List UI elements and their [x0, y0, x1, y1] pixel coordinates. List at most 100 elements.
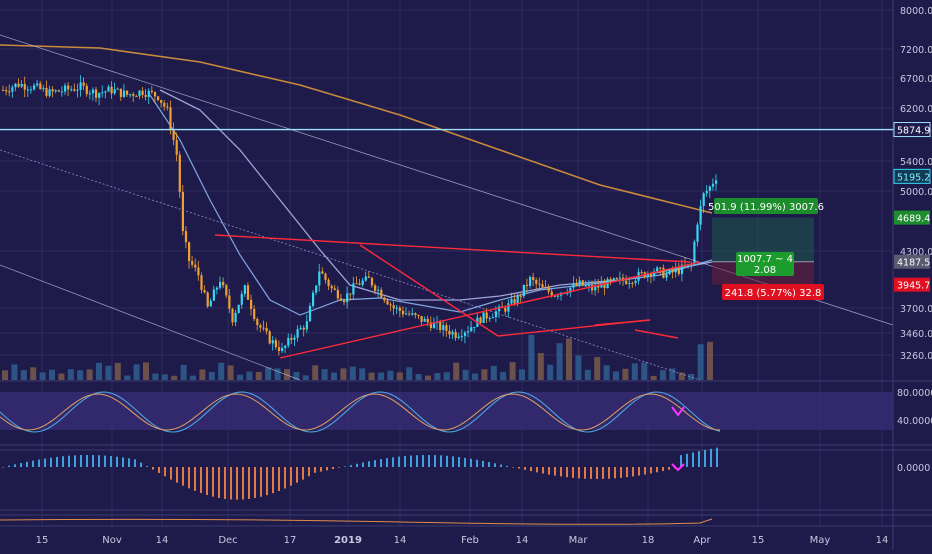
candle-body [429, 322, 432, 329]
candle-body [510, 299, 513, 304]
candle-body [20, 84, 23, 87]
candle-body [178, 154, 181, 192]
candle-body [163, 102, 166, 107]
candle-body [535, 279, 538, 284]
macd-bar [710, 448, 712, 467]
volume-layer [2, 334, 713, 380]
macd-bar [476, 459, 478, 467]
candle-body [575, 283, 578, 286]
candle-body [408, 313, 411, 315]
volume-bar [86, 369, 93, 380]
candle-body [656, 267, 659, 272]
candle-body [243, 285, 246, 294]
macd-bar [662, 467, 664, 472]
candle-body [157, 96, 160, 101]
macd-bar [494, 463, 496, 467]
macd-bar [398, 456, 400, 467]
macd-bar [326, 467, 328, 471]
volume-bar [519, 369, 525, 380]
macd-bar [716, 447, 718, 467]
macd-bar [236, 467, 238, 500]
target-label-box[interactable] [714, 198, 818, 214]
candle-body [646, 273, 649, 278]
stoch-k-line [0, 391, 721, 433]
trend-line-lower [0, 264, 301, 381]
volume-bar [11, 364, 18, 380]
volume-bar [434, 373, 441, 380]
time-tick-label: May [810, 535, 831, 546]
candle-body [33, 85, 36, 90]
macd-bar [452, 456, 454, 467]
macd-bar [626, 467, 628, 478]
macd-bar [590, 467, 592, 479]
volume-bar [331, 372, 337, 380]
macd-bar [26, 461, 28, 467]
candle-body [432, 323, 436, 329]
ratio-label-box[interactable] [736, 252, 794, 276]
volume-bar [415, 374, 422, 380]
candle-body [184, 231, 188, 243]
osc-band [0, 392, 893, 430]
macd-bar [404, 455, 406, 467]
macd-bar [308, 467, 310, 477]
macd-bar [440, 455, 442, 467]
macd-bar [458, 457, 460, 467]
volume-bar [425, 375, 431, 380]
macd-bar [296, 467, 298, 483]
candle-body [45, 87, 48, 96]
macd-bar [230, 467, 232, 500]
candle-body [113, 89, 116, 94]
stop-label-box[interactable] [722, 284, 824, 300]
volume-bar [49, 369, 55, 380]
candle-body [426, 318, 429, 323]
price-tick-label: 8000.0 [900, 6, 932, 17]
macd-bar [278, 467, 280, 491]
price-tick-label: 3460.0 [900, 329, 932, 340]
volume-bar [265, 367, 272, 380]
macd-bar [350, 465, 352, 467]
candle-body [640, 272, 643, 274]
candle-body [349, 293, 352, 295]
macd-bar [344, 466, 346, 467]
volume-bar [321, 369, 328, 380]
candle-body [150, 90, 153, 92]
macd-bar [314, 467, 316, 473]
candle-body [361, 280, 364, 285]
triangle-bottom-line [279, 261, 701, 359]
volume-bar [340, 368, 347, 380]
candle-body [618, 277, 622, 279]
candle-body [194, 264, 197, 268]
candle-body [343, 300, 346, 303]
time-tick-label: Feb [461, 535, 479, 546]
stoch-d-line [0, 393, 721, 431]
candle-layer [2, 75, 718, 356]
time-tick-label: 14 [394, 535, 407, 546]
volume-bar [284, 369, 290, 380]
macd-bar [194, 467, 196, 491]
candle-body [91, 89, 95, 94]
ratio-line-2: 2.08 [754, 265, 776, 276]
candle-body [702, 193, 705, 206]
volume-bar [500, 372, 507, 380]
candle-body [17, 83, 20, 87]
volume-bar [387, 370, 394, 380]
time-tick-label: Dec [218, 535, 237, 546]
candle-body [386, 300, 389, 305]
price-tick-label: 3700.0 [900, 304, 932, 315]
volume-bar [30, 367, 37, 380]
volume-bar [613, 371, 619, 380]
volume-bar [312, 365, 319, 380]
macd-bar [128, 458, 130, 467]
macd-bar [428, 455, 430, 467]
candle-body [525, 284, 529, 286]
candle-body [597, 285, 600, 288]
price-label: 4187.5 [897, 258, 930, 269]
candle-body [591, 285, 594, 291]
macd-bar [110, 456, 112, 467]
volume-bar [359, 368, 366, 380]
macd-bar [644, 467, 646, 475]
macd-bar [140, 462, 142, 467]
candle-body [519, 295, 522, 297]
position-tool-layer[interactable]: 501.9 (11.99%) 3007.6 1007.7 ~ 42.08 241.8… [708, 198, 824, 300]
macd-bar [122, 457, 124, 467]
